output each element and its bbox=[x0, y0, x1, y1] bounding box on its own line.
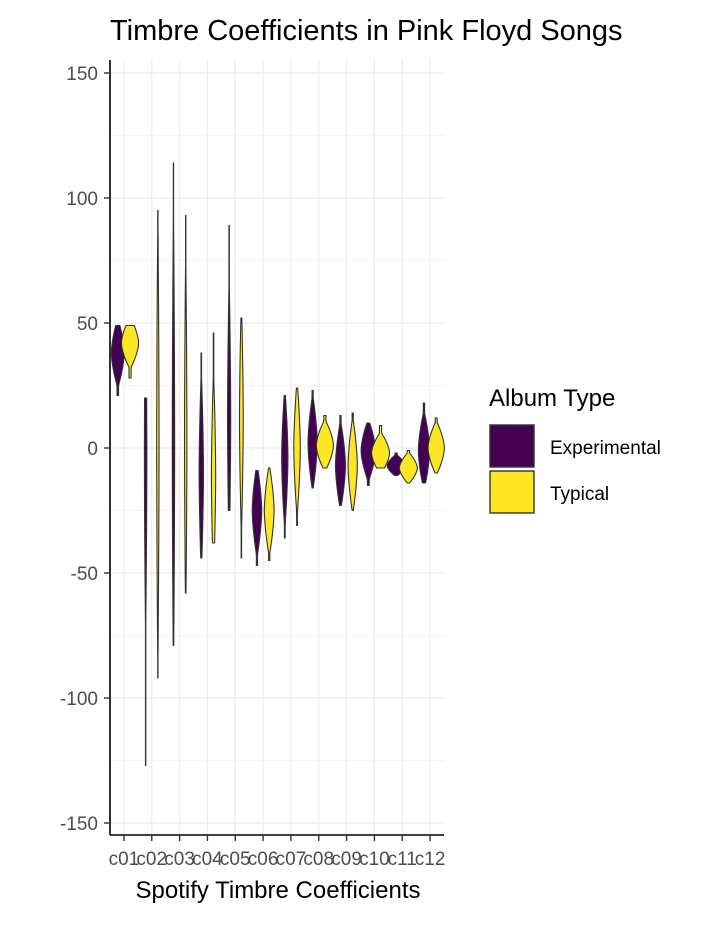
violin-experimental-c12 bbox=[417, 402, 431, 484]
y-tick-label: 100 bbox=[66, 189, 98, 210]
legend: Album Type Experimental Typical bbox=[489, 385, 661, 514]
violin-typical-c02 bbox=[156, 209, 160, 679]
x-tick-label: c05 bbox=[220, 849, 251, 870]
violin-typical-c07 bbox=[293, 387, 301, 527]
x-tick-label: c04 bbox=[192, 849, 223, 870]
x-tick-label: c07 bbox=[276, 849, 307, 870]
violin-experimental-c10 bbox=[360, 422, 377, 487]
violin-typical-c08 bbox=[315, 414, 334, 469]
x-tick-label: c03 bbox=[164, 849, 195, 870]
legend-title: Album Type bbox=[489, 385, 615, 412]
x-tick-label: c09 bbox=[331, 849, 362, 870]
x-axis-title: Spotify Timbre Coefficients bbox=[135, 877, 420, 904]
violin-typical-c09 bbox=[347, 412, 358, 512]
violin-experimental-c04 bbox=[198, 352, 205, 559]
violin-experimental-c07 bbox=[281, 394, 289, 539]
violin-experimental-c05 bbox=[226, 224, 232, 512]
x-tick-label: c12 bbox=[415, 849, 446, 870]
legend-key-experimental bbox=[489, 424, 535, 468]
violin-typical-c04 bbox=[210, 332, 217, 544]
x-tick-label: c08 bbox=[303, 849, 334, 870]
violin-experimental-c02 bbox=[143, 397, 148, 767]
y-tick-label: -50 bbox=[71, 564, 98, 585]
chart-title: Timbre Coefficients in Pink Floyd Songs bbox=[110, 15, 623, 47]
y-tick-label: -100 bbox=[60, 689, 98, 710]
y-tick-label: 150 bbox=[66, 64, 98, 85]
violin-typical-c01 bbox=[120, 324, 140, 379]
x-tick-label: c06 bbox=[248, 849, 279, 870]
violin-experimental-c03 bbox=[171, 162, 176, 647]
legend-label-experimental: Experimental bbox=[550, 438, 661, 459]
violin-typical-c10 bbox=[371, 424, 391, 469]
violin-experimental-c06 bbox=[251, 469, 263, 567]
y-tick-label: 50 bbox=[77, 314, 98, 335]
legend-label-typical: Typical bbox=[550, 484, 609, 505]
violin-typical-c12 bbox=[427, 417, 445, 474]
violin-typical-c11 bbox=[398, 449, 418, 484]
y-tick-label: -150 bbox=[60, 814, 98, 835]
plot-panel: 150100500-50-100-150c01c02c03c04c05c06c0… bbox=[60, 60, 445, 870]
violin-typical-c06 bbox=[263, 467, 275, 562]
violin-experimental-c08 bbox=[307, 389, 318, 489]
x-tick-label: c02 bbox=[136, 849, 167, 870]
x-tick-label: c10 bbox=[359, 849, 390, 870]
x-tick-label: c01 bbox=[109, 849, 140, 870]
y-tick-label: 0 bbox=[87, 439, 98, 460]
violin-experimental-c09 bbox=[334, 414, 346, 507]
violin-typical-c03 bbox=[183, 214, 188, 594]
x-tick-label: c11 bbox=[388, 849, 417, 870]
legend-key-typical bbox=[489, 470, 535, 514]
violin-typical-c05 bbox=[238, 317, 244, 559]
